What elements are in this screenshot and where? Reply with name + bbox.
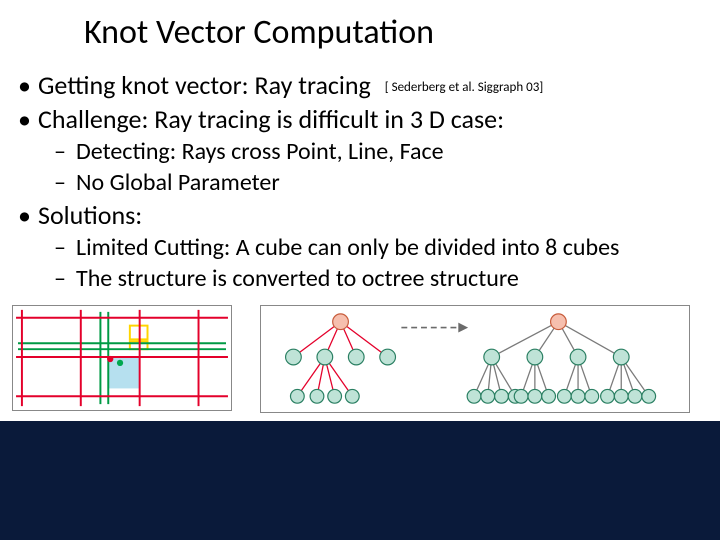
- bullet-2b: No Global Parameter: [54, 168, 704, 197]
- slide-footer-space: [0, 421, 720, 437]
- slide: { "title": "Knot Vector Computation", "b…: [0, 0, 720, 540]
- bullet-2-text: Challenge: Ray tracing is difficult in 3…: [38, 103, 504, 135]
- grid-diagram-svg: [13, 306, 231, 410]
- bullet-1: Getting knot vector: Ray tracing [ Seder…: [16, 69, 704, 101]
- bullet-3: Solutions: Limited Cutting: A cube can o…: [16, 199, 704, 293]
- bullet-2a: Detecting: Rays cross Point, Line, Face: [54, 137, 704, 166]
- bullet-list: Getting knot vector: Ray tracing [ Seder…: [16, 69, 704, 293]
- figure-row: [0, 303, 720, 421]
- figure-grid: [12, 305, 232, 411]
- slide-title: Knot Vector Computation: [0, 0, 720, 61]
- bullet-3b: The structure is converted to octree str…: [54, 264, 704, 293]
- octree-diagram-svg: [261, 306, 689, 412]
- bullet-3-text: Solutions:: [38, 199, 142, 231]
- bullet-1-text: Getting knot vector: Ray tracing: [38, 69, 371, 101]
- bullet-2: Challenge: Ray tracing is difficult in 3…: [16, 103, 704, 197]
- figure-octree: [260, 305, 690, 413]
- citation: [ Sederberg et al. Siggraph 03]: [385, 80, 544, 95]
- slide-body: Getting knot vector: Ray tracing [ Seder…: [0, 61, 720, 303]
- bullet-3a: Limited Cutting: A cube can only be divi…: [54, 233, 704, 262]
